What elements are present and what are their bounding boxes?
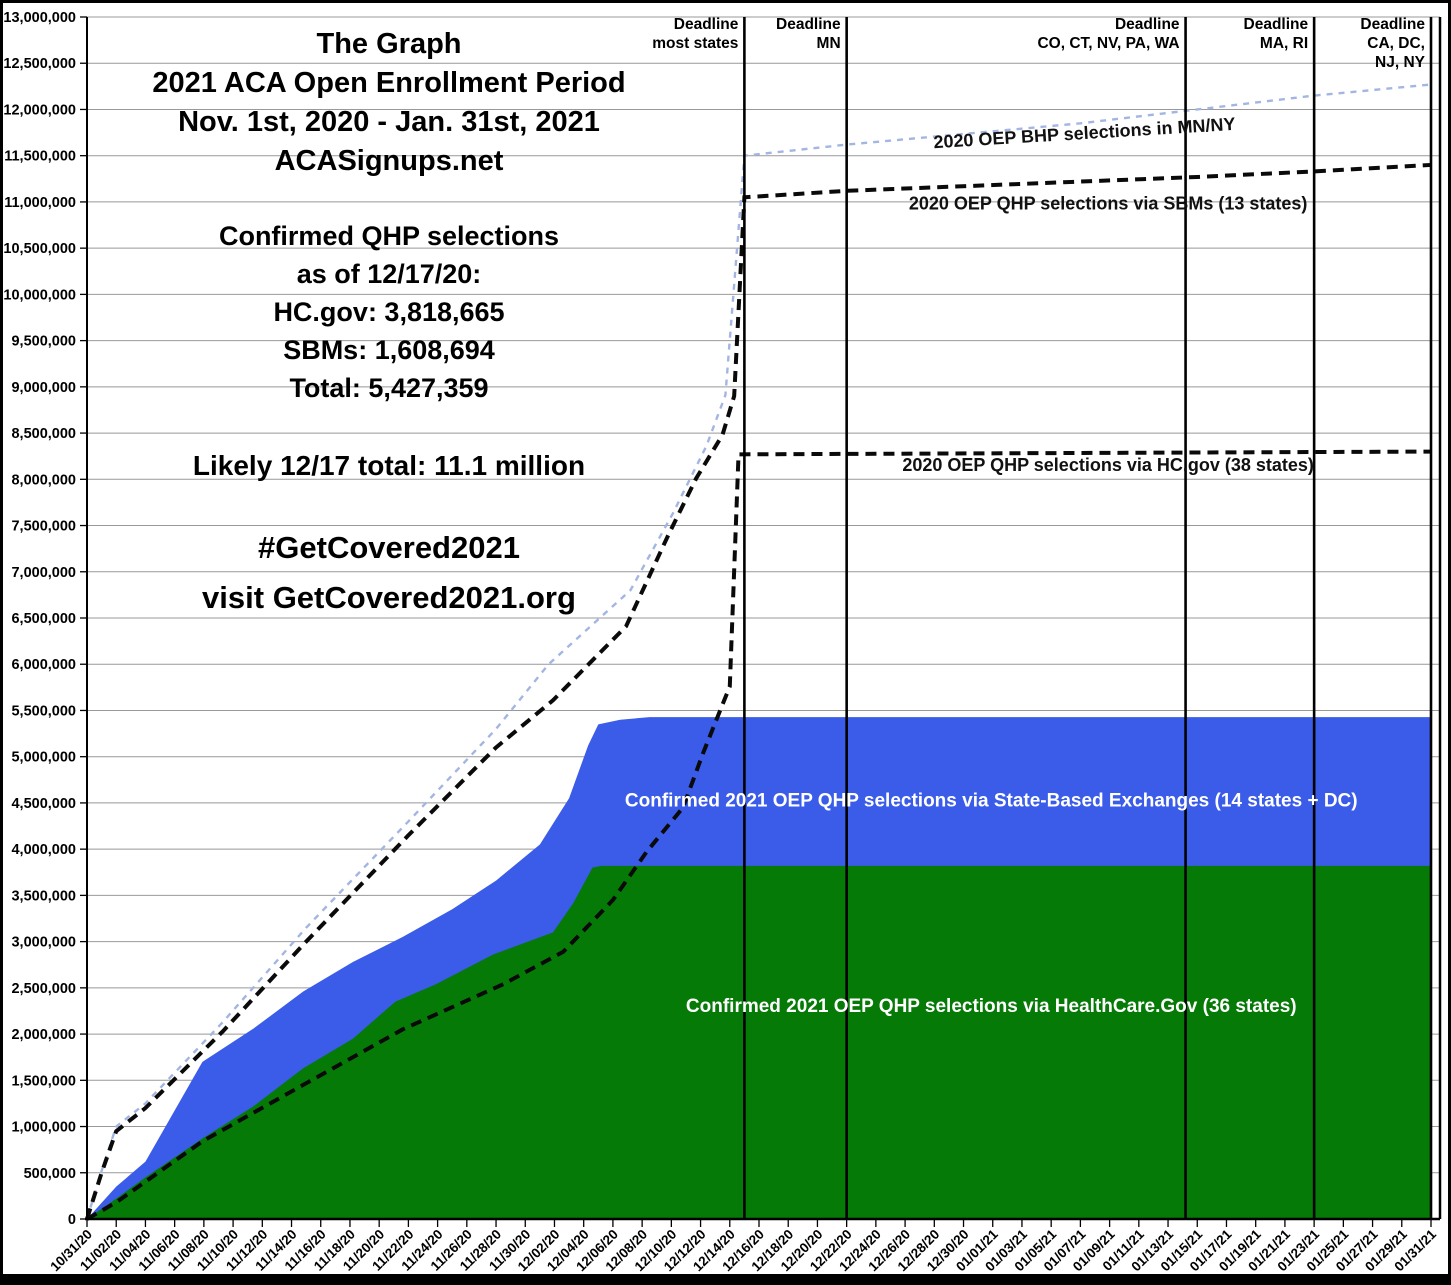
likely-total-line: Likely 12/17 total: 11.1 million xyxy=(192,450,586,481)
y-axis-label: 6,000,000 xyxy=(11,657,76,673)
chart-date-range: Nov. 1st, 2020 - Jan. 31st, 2021 xyxy=(178,106,600,138)
y-axis-label: 9,500,000 xyxy=(11,334,76,350)
deadline-label: Deadline most states xyxy=(652,16,739,52)
y-axis-label: 5,500,000 xyxy=(11,703,76,719)
stats-sbms: SBMs: 1,608,694 xyxy=(283,335,495,365)
y-axis-label: 6,500,000 xyxy=(11,611,76,627)
stats-asof: as of 12/17/20: xyxy=(296,259,482,289)
site-name: ACASignups.net xyxy=(274,145,504,177)
y-axis-label: 12,000,000 xyxy=(3,102,76,118)
promo-visit: visit GetCovered2021.org xyxy=(202,580,576,615)
y-axis-label: 3,500,000 xyxy=(11,888,76,904)
chart-subtitle: 2021 ACA Open Enrollment Period xyxy=(152,67,626,99)
promo-hashtag: #GetCovered2021 xyxy=(258,530,520,565)
y-axis-label: 8,000,000 xyxy=(11,472,76,488)
y-axis-label: 500,000 xyxy=(24,1166,76,1182)
comparison-dashed-line xyxy=(86,449,1432,1221)
comparison-dashed-line xyxy=(85,162,1432,1220)
line-annotation: 2020 OEP QHP selections via SBMs (13 sta… xyxy=(909,193,1308,213)
deadline-label: Deadline CO, CT, NV, PA, WA xyxy=(1037,16,1179,52)
chart-title: The Graph xyxy=(316,28,462,60)
stats-total: Total: 5,427,359 xyxy=(289,373,489,403)
y-axis-label: 2,500,000 xyxy=(11,981,76,997)
line-annotation: 2020 OEP BHP selections in MN/NY xyxy=(933,114,1236,152)
y-axis-label: 4,500,000 xyxy=(11,796,76,812)
y-axis-label: 10,000,000 xyxy=(3,287,76,303)
chart-title-block: The Graph 2021 ACA Open Enrollment Perio… xyxy=(91,25,687,181)
deadline-label: Deadline MN xyxy=(776,16,841,52)
y-axis-label: 5,000,000 xyxy=(11,750,76,766)
stats-heading: Confirmed QHP selections xyxy=(218,221,560,251)
stats-hcgov: HC.gov: 3,818,665 xyxy=(273,297,505,327)
y-axis-label: 3,000,000 xyxy=(11,935,76,951)
line-annotation: 2020 OEP QHP selections via HC.gov (38 s… xyxy=(902,455,1314,475)
y-axis-label: 12,500,000 xyxy=(3,56,76,72)
y-axis-label: 4,000,000 xyxy=(11,842,76,858)
promo-block: #GetCovered2021 visit GetCovered2021.org xyxy=(91,523,687,623)
deadline-label: Deadline CA, DC, NJ, NY xyxy=(1360,16,1425,71)
y-axis-label: 2,000,000 xyxy=(11,1027,76,1043)
y-axis-label: 7,000,000 xyxy=(11,565,76,581)
y-axis-label: 13,000,000 xyxy=(3,10,76,26)
y-axis-label: 0 xyxy=(68,1212,76,1228)
y-axis-label: 9,000,000 xyxy=(11,380,76,396)
y-axis-label: 8,500,000 xyxy=(11,426,76,442)
area-annotation: Confirmed 2021 OEP QHP selections via He… xyxy=(686,996,1297,1017)
deadline-label: Deadline MA, RI xyxy=(1244,16,1309,52)
stats-block: Confirmed QHP selections as of 12/17/20:… xyxy=(91,217,687,407)
y-axis-label: 11,500,000 xyxy=(4,149,76,165)
area-annotation: Confirmed 2021 OEP QHP selections via St… xyxy=(625,791,1358,812)
y-axis-label: 1,500,000 xyxy=(11,1073,76,1089)
y-axis-label: 11,000,000 xyxy=(4,195,76,211)
y-axis-label: 1,000,000 xyxy=(11,1120,76,1136)
comparison-dashed-line xyxy=(85,83,1432,1220)
y-axis-label: 10,500,000 xyxy=(3,241,76,257)
enrollment-chart: 0 500,000 1,000,000 1,500,000 2,000,000 2,500… xyxy=(3,10,1442,1274)
hcgov-area xyxy=(87,865,1431,1219)
y-axis-label: 7,500,000 xyxy=(11,519,76,535)
